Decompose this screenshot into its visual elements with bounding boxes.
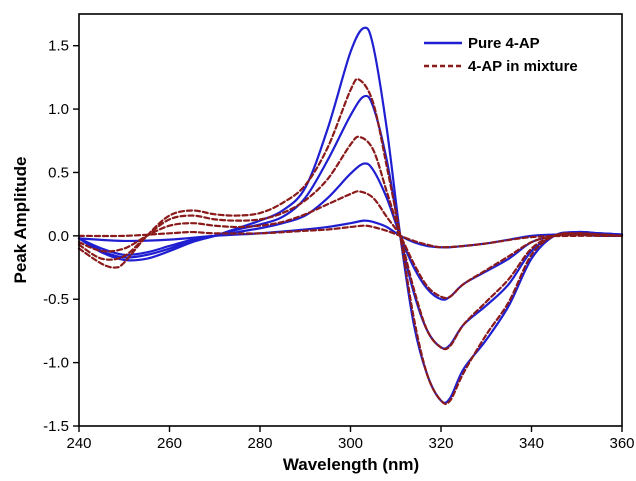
legend-label-mixture: 4-AP in mixture xyxy=(468,58,578,75)
y-tick-label: -1.0 xyxy=(43,355,69,372)
y-axis-title: Peak Amplitude xyxy=(11,157,30,284)
y-tick-label: 1.5 xyxy=(48,38,69,55)
plot-frame xyxy=(78,13,623,427)
x-tick-label: 280 xyxy=(247,435,272,452)
mixture-series-line-5 xyxy=(77,190,624,300)
axes: 240 260 280 300 320 340 360 -1.5 -1.0 -0.5 0.0 0.5 1… xyxy=(43,38,634,452)
pure-series-line-2 xyxy=(77,94,624,350)
x-tick-label: 240 xyxy=(66,435,91,452)
x-axis-title: Wavelength (nm) xyxy=(283,455,419,474)
x-tick-label: 260 xyxy=(157,435,182,452)
pure-series-line-1 xyxy=(77,162,624,301)
plot-lines xyxy=(77,26,624,406)
y-tick-label: -1.5 xyxy=(43,418,69,435)
legend: Pure 4-AP 4-AP in mixture xyxy=(424,35,578,75)
y-tick-label: 0.0 xyxy=(48,228,69,245)
mixture-series-line-6 xyxy=(77,135,624,351)
y-tick-label: -0.5 xyxy=(43,291,69,308)
legend-label-pure: Pure 4-AP xyxy=(468,35,540,52)
x-tick-label: 360 xyxy=(609,435,634,452)
mixture-series-line-7 xyxy=(77,77,624,406)
mixture-series-line-4 xyxy=(77,224,624,249)
x-tick-label: 300 xyxy=(338,435,363,452)
y-tick-label: 1.0 xyxy=(48,101,69,118)
x-tick-label: 320 xyxy=(428,435,453,452)
x-tick-label: 340 xyxy=(519,435,544,452)
pure-series-line-3 xyxy=(77,26,624,405)
y-tick-label: 0.5 xyxy=(48,164,69,181)
